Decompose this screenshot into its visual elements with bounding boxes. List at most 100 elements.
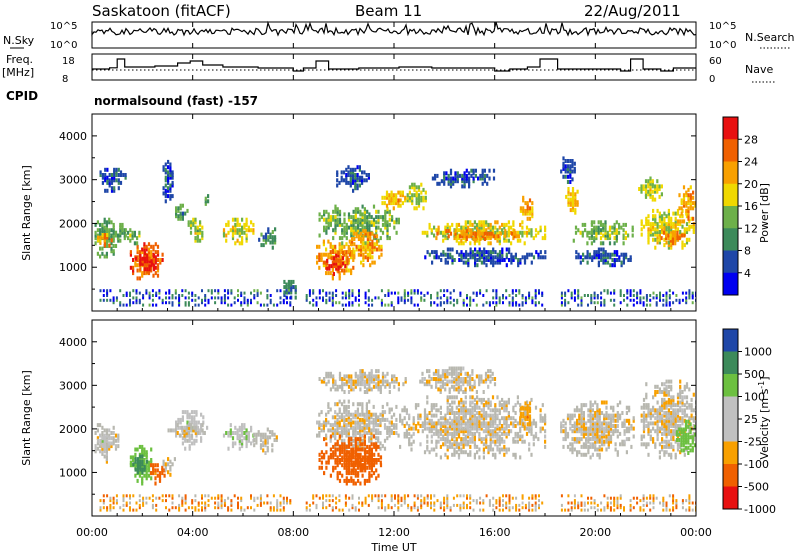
data-cell bbox=[464, 434, 467, 439]
data-cell bbox=[184, 410, 187, 415]
data-cell bbox=[562, 174, 565, 179]
data-cell bbox=[177, 425, 180, 430]
data-cell bbox=[229, 431, 232, 435]
data-cell bbox=[397, 296, 400, 300]
data-cell bbox=[449, 252, 452, 257]
data-cell bbox=[390, 407, 393, 412]
data-cell bbox=[576, 421, 579, 426]
data-cell bbox=[190, 417, 194, 422]
data-cell bbox=[377, 209, 380, 214]
data-cell bbox=[361, 180, 364, 185]
data-cell bbox=[345, 173, 348, 177]
data-cell bbox=[318, 452, 321, 457]
data-cell bbox=[143, 267, 146, 272]
data-cell bbox=[110, 175, 114, 180]
data-cell bbox=[437, 439, 440, 444]
data-cell bbox=[505, 400, 508, 405]
data-cell bbox=[143, 452, 146, 457]
data-cell bbox=[340, 433, 344, 438]
data-cell bbox=[229, 423, 232, 428]
data-cell bbox=[332, 261, 335, 266]
data-cell bbox=[338, 301, 341, 305]
data-cell bbox=[347, 465, 351, 470]
data-cell bbox=[613, 260, 616, 265]
data-cell bbox=[562, 429, 565, 434]
data-cell bbox=[385, 203, 389, 208]
data-cell bbox=[143, 259, 146, 264]
data-cell bbox=[478, 382, 481, 387]
data-cell bbox=[338, 276, 341, 281]
data-cell bbox=[644, 192, 648, 197]
data-cell bbox=[411, 182, 414, 187]
data-cell bbox=[631, 228, 634, 233]
data-cell bbox=[186, 415, 189, 420]
data-cell bbox=[602, 247, 605, 252]
data-cell bbox=[415, 206, 418, 211]
data-cell bbox=[482, 413, 485, 418]
data-cell bbox=[518, 303, 521, 307]
data-cell bbox=[496, 220, 499, 225]
data-cell bbox=[437, 421, 440, 426]
data-cell bbox=[103, 254, 106, 259]
data-cell bbox=[507, 429, 510, 434]
data-cell bbox=[105, 428, 108, 433]
data-cell bbox=[262, 435, 265, 440]
data-cell bbox=[642, 224, 646, 229]
data-cell bbox=[580, 411, 583, 415]
data-cell bbox=[413, 193, 416, 198]
data-cell bbox=[503, 408, 506, 413]
cpid-value: normalsound (fast) -157 bbox=[94, 94, 258, 108]
data-cell bbox=[336, 460, 339, 465]
data-cell bbox=[343, 225, 346, 230]
data-cell bbox=[597, 260, 600, 265]
data-cell bbox=[468, 179, 471, 184]
data-cell bbox=[433, 421, 436, 426]
data-cell bbox=[341, 463, 344, 468]
data-cell bbox=[419, 442, 422, 447]
data-cell bbox=[571, 205, 575, 210]
data-cell bbox=[489, 260, 493, 265]
data-cell bbox=[503, 429, 506, 434]
data-cell bbox=[462, 255, 465, 260]
data-cell bbox=[136, 462, 139, 467]
data-cell bbox=[129, 228, 132, 233]
data-cell bbox=[492, 168, 496, 173]
data-cell bbox=[494, 429, 497, 434]
data-cell bbox=[598, 455, 601, 460]
data-cell bbox=[149, 471, 153, 476]
data-cell bbox=[156, 252, 160, 257]
data-cell bbox=[271, 235, 274, 240]
data-cell bbox=[668, 303, 671, 307]
data-cell bbox=[455, 382, 458, 387]
data-cell bbox=[99, 298, 102, 302]
data-cell bbox=[478, 374, 481, 379]
data-cell bbox=[450, 369, 454, 374]
data-cell bbox=[357, 220, 360, 225]
data-cell bbox=[164, 199, 167, 204]
data-cell bbox=[472, 231, 475, 236]
data-cell bbox=[688, 296, 691, 300]
data-cell bbox=[507, 411, 510, 415]
data-cell bbox=[446, 431, 449, 436]
data-cell bbox=[113, 188, 116, 193]
data-cell bbox=[439, 303, 442, 307]
data-cell bbox=[312, 303, 315, 307]
data-cell bbox=[439, 455, 442, 460]
data-cell bbox=[290, 279, 293, 284]
data-cell bbox=[188, 412, 191, 417]
data-cell bbox=[364, 294, 367, 297]
data-cell bbox=[225, 238, 228, 243]
data-cell bbox=[357, 452, 360, 457]
data-cell bbox=[442, 442, 445, 447]
data-cell bbox=[465, 260, 468, 265]
data-cell bbox=[112, 230, 115, 235]
data-cell bbox=[661, 214, 664, 219]
data-cell bbox=[266, 427, 269, 432]
data-cell bbox=[99, 238, 102, 243]
data-cell bbox=[138, 230, 141, 235]
data-cell bbox=[368, 452, 371, 457]
data-cell bbox=[591, 452, 594, 457]
data-cell bbox=[631, 233, 634, 238]
data-cell bbox=[534, 424, 538, 428]
data-cell bbox=[674, 241, 677, 246]
